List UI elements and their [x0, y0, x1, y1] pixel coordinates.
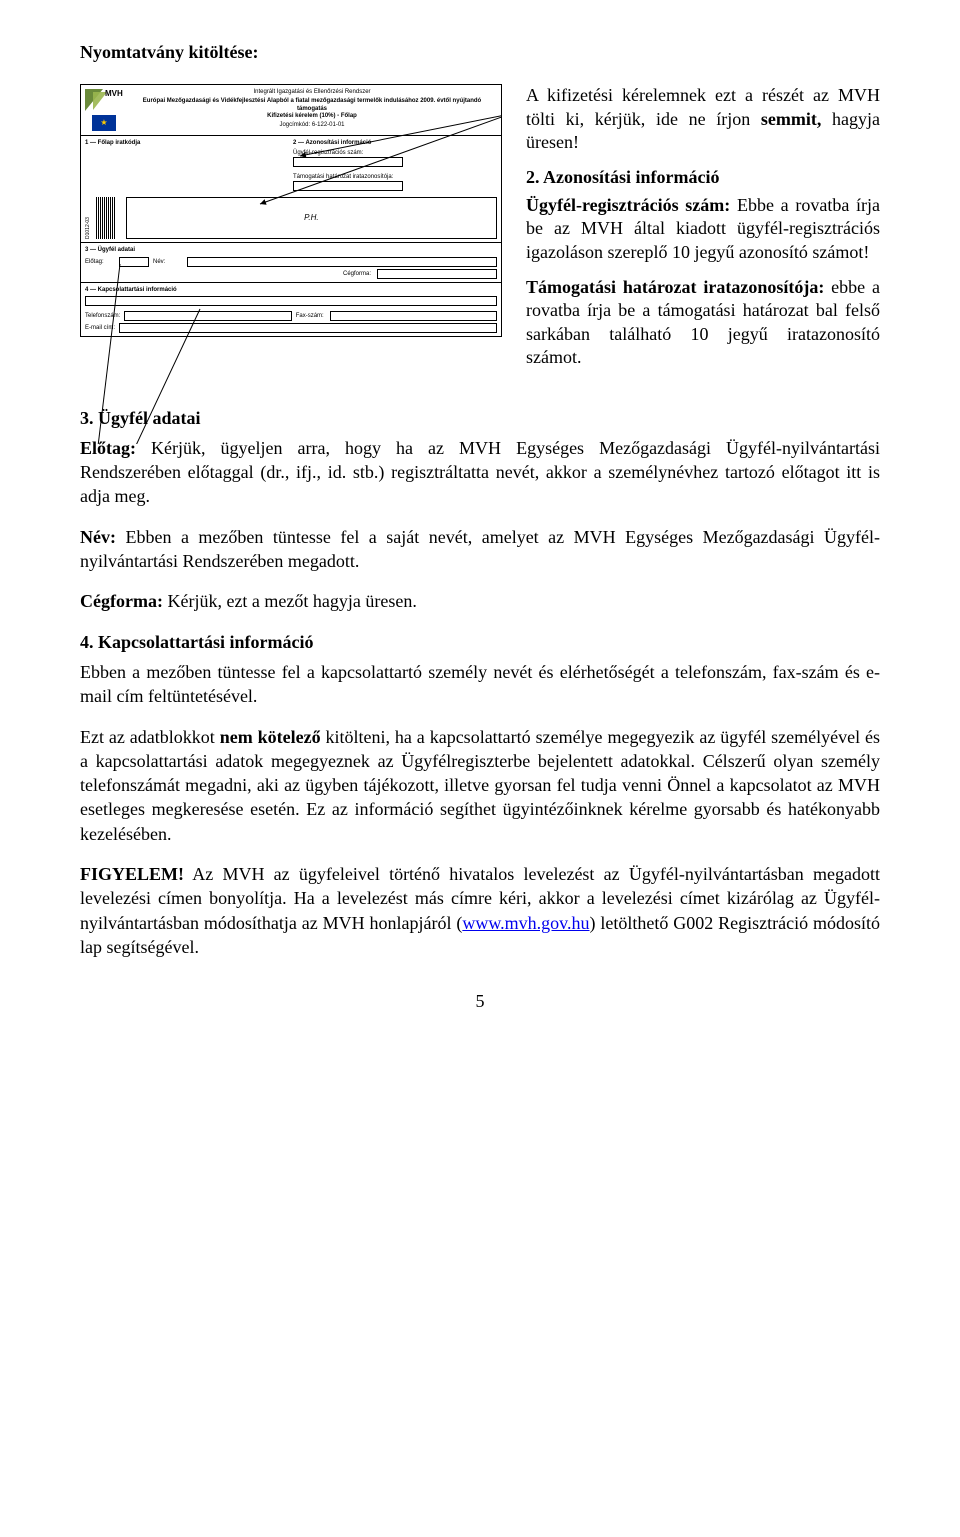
- barcode-label: D1012-03: [85, 197, 92, 239]
- sec3-p2-lead: Név:: [80, 527, 116, 547]
- form-header-req: Kifizetési kérelem (10%) - Főlap: [127, 113, 497, 120]
- form-mock: MVH ★ Integrált Igazgatási és Ellenőrzés…: [80, 84, 502, 337]
- elotag-label: Előtag:: [85, 258, 115, 266]
- sec1-label: 1 — Főlap iratkódja: [85, 139, 289, 147]
- sec4-p1: Ebben a mezőben tüntesse fel a kapcsolat…: [80, 660, 880, 709]
- form-header-code: Jogcímkód: 6-122-01-01: [127, 122, 497, 129]
- sec3-p3-body: Kérjük, ezt a mezőt hagyja üresen.: [163, 591, 417, 611]
- form-sec-1-2: 1 — Főlap iratkódja 2 — Azonosítási info…: [81, 135, 501, 242]
- logo-column: MVH ★: [85, 89, 123, 131]
- sec3-label: 3 — Ügyfél adatai: [85, 246, 497, 254]
- eu-flag-icon: ★: [92, 115, 116, 131]
- sec3-heading: 3. Ügyfél adatai: [80, 406, 880, 430]
- tamogatasi-field: [293, 181, 403, 191]
- fax-field: [330, 311, 497, 321]
- form-header-text: Integrált Igazgatási és Ellenőrzési Rend…: [127, 89, 497, 129]
- mvh-link[interactable]: www.mvh.gov.hu: [462, 913, 589, 933]
- sec3-p2: Név: Ebben a mezőben tüntesse fel a sajá…: [80, 525, 880, 574]
- sec4-p2: Ezt az adatblokkot nem kötelező kitölten…: [80, 725, 880, 846]
- fax-label: Fax-szám:: [296, 312, 326, 320]
- stamp-placeholder: P.H.: [126, 197, 497, 239]
- cegforma-field: [377, 269, 497, 279]
- sec4-label: 4 — Kapcsolattartási információ: [85, 286, 497, 294]
- form-sec-4: 4 — Kapcsolattartási információ Telefons…: [81, 282, 501, 337]
- callout-p1: A kifizetési kérelemnek ezt a részét az …: [526, 84, 880, 154]
- page-title: Nyomtatvány kitöltése:: [80, 40, 880, 64]
- form-header: MVH ★ Integrált Igazgatási és Ellenőrzés…: [81, 85, 501, 135]
- sec3-p3-lead: Cégforma:: [80, 591, 163, 611]
- email-label: E-mail cím:: [85, 324, 115, 332]
- sec3-p1-body: Kérjük, ügyeljen arra, hogy ha az MVH Eg…: [80, 438, 880, 507]
- tel-label: Telefonszám:: [85, 312, 120, 320]
- cegforma-label: Cégforma:: [343, 270, 373, 278]
- top-callout-row: MVH ★ Integrált Igazgatási és Ellenőrzés…: [80, 84, 880, 381]
- callout-p3: Támogatási határozat iratazonosítója: eb…: [526, 276, 880, 370]
- sec4-heading: 4. Kapcsolattartási információ: [80, 630, 880, 654]
- sec3-p1: Előtag: Kérjük, ügyeljen arra, hogy ha a…: [80, 436, 880, 509]
- email-field: [119, 323, 497, 333]
- callout-p3-head: Támogatási határozat iratazonosítója:: [526, 277, 824, 297]
- form-sec-3: 3 — Ügyfél adatai Előtag: Név: Cégforma:: [81, 242, 501, 281]
- form-mock-wrapper: MVH ★ Integrált Igazgatási és Ellenőrzés…: [80, 84, 502, 337]
- reg-number-field: [293, 157, 403, 167]
- sec3-p1-lead: Előtag:: [80, 438, 136, 458]
- nev-label: Név:: [153, 258, 183, 266]
- callout-h2: 2. Azonosítási információ: [526, 166, 880, 189]
- nev-field: [187, 257, 497, 267]
- callout-p1-b: semmit,: [761, 109, 821, 129]
- sec4-p2-a: Ezt az adatblokkot: [80, 727, 220, 747]
- sec2-reg-label: Ügyfél-regisztrációs szám:: [293, 149, 497, 157]
- sec4-p2-b: nem kötelező: [220, 727, 321, 747]
- sec4-p3: FIGYELEM! Az MVH az ügyfeleivel történő …: [80, 862, 880, 959]
- sec3-p2-body: Ebben a mezőben tüntesse fel a saját nev…: [80, 527, 880, 571]
- sec4-p3-lead: FIGYELEM!: [80, 864, 184, 884]
- page-number: 5: [80, 989, 880, 1013]
- elotag-field: [119, 257, 149, 267]
- contact-name-field: [85, 296, 497, 306]
- sec3-p3: Cégforma: Kérjük, ezt a mezőt hagyja üre…: [80, 589, 880, 613]
- sec2-label: 2 — Azonosítási információ: [293, 139, 497, 147]
- callout-p2: Ügyfél-regisztrációs szám: Ebbe a rovatb…: [526, 194, 880, 264]
- callout-column: A kifizetési kérelemnek ezt a részét az …: [526, 84, 880, 381]
- sec2-tam-label: Támogatási határozat iratazonosítója:: [293, 173, 497, 181]
- body-text: 3. Ügyfél adatai Előtag: Kérjük, ügyelje…: [80, 406, 880, 960]
- barcode-icon: [96, 197, 116, 239]
- tel-field: [124, 311, 291, 321]
- form-header-sys: Integrált Igazgatási és Ellenőrzési Rend…: [127, 89, 497, 96]
- form-header-title: Európai Mezőgazdasági és Vidékfejlesztés…: [127, 98, 497, 112]
- mvh-logo: MVH: [85, 89, 123, 113]
- callout-p2-head: Ügyfél-regisztrációs szám:: [526, 195, 730, 215]
- mvh-logo-text: MVH: [105, 89, 123, 100]
